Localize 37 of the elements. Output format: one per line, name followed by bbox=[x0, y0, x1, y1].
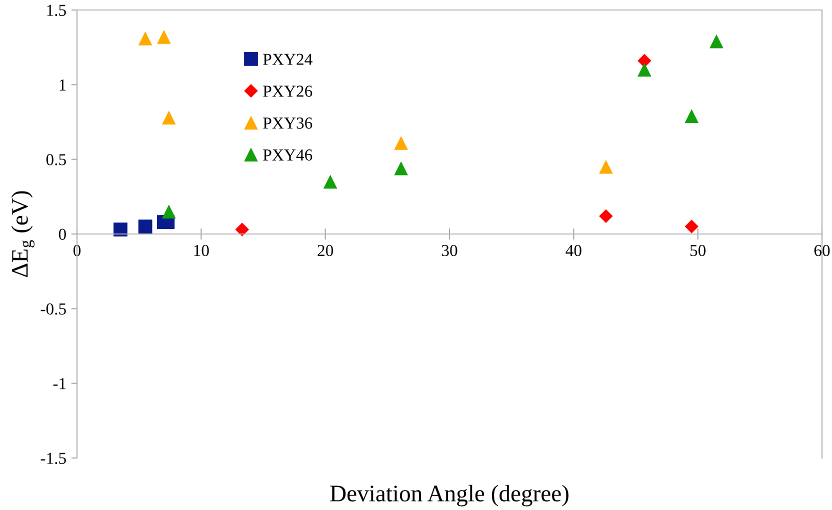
y-tick-label: 0 bbox=[58, 228, 66, 240]
point bbox=[684, 220, 698, 234]
point bbox=[638, 54, 652, 68]
x-axis-title: Deviation Angle (degree) bbox=[330, 484, 568, 506]
legend-label: PXY46 bbox=[263, 149, 312, 161]
point bbox=[710, 34, 724, 48]
x-tick-label: 60 bbox=[814, 244, 830, 256]
x-tick-label: 30 bbox=[442, 244, 458, 256]
legend-label: PXY24 bbox=[263, 54, 312, 65]
point bbox=[637, 62, 652, 77]
y-tick-label: -0.5 bbox=[40, 303, 66, 315]
point bbox=[394, 161, 408, 176]
x-tick-label: 10 bbox=[194, 244, 209, 256]
point bbox=[599, 160, 613, 174]
point bbox=[599, 209, 613, 223]
y-tick-label: 1.5 bbox=[47, 4, 66, 16]
x-tick-label: 50 bbox=[690, 244, 706, 256]
y-tick-label: -1.5 bbox=[40, 452, 66, 464]
x-tick-label: 20 bbox=[318, 244, 334, 256]
point bbox=[162, 110, 176, 124]
y-tick-label: 1 bbox=[60, 79, 66, 90]
y-tick-label: -1 bbox=[53, 378, 66, 390]
y-tick-label: 0.5 bbox=[46, 154, 66, 166]
x-tick-label: 0 bbox=[73, 244, 81, 256]
point bbox=[138, 31, 152, 46]
point bbox=[156, 30, 171, 44]
point bbox=[394, 136, 408, 150]
point bbox=[684, 109, 699, 123]
legend-label: PXY36 bbox=[263, 118, 312, 129]
point bbox=[162, 204, 176, 219]
legend-label: PXY26 bbox=[263, 86, 312, 97]
point bbox=[323, 174, 338, 189]
x-tick-label: 40 bbox=[566, 244, 582, 256]
y-axis-title: ΔE$_{g}$ (eV) bbox=[11, 191, 34, 278]
point bbox=[235, 222, 250, 236]
point bbox=[138, 220, 152, 234]
point bbox=[114, 222, 128, 236]
